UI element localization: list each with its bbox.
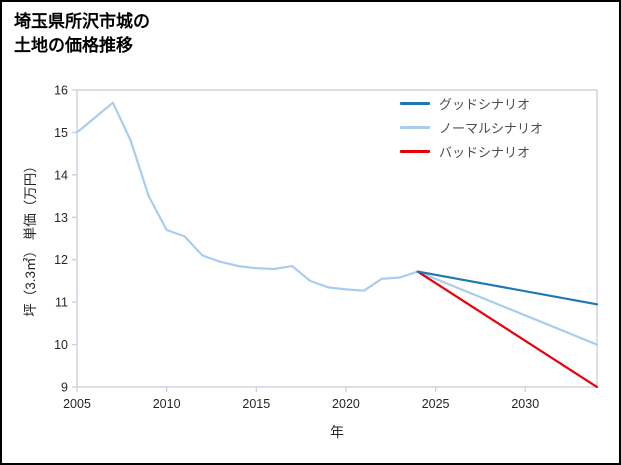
- legend-swatch: [400, 126, 430, 129]
- x-tick-label: 2025: [422, 397, 450, 411]
- series-line-history: [75, 101, 419, 292]
- y-tick-label: 15: [54, 126, 68, 140]
- chart-title-line2: 土地の価格推移: [14, 35, 133, 55]
- legend-item-bad-scenario: バッドシナリオ: [400, 144, 543, 160]
- series-line-bad-scenario: [416, 270, 599, 389]
- legend-item-good-scenario: グッドシナリオ: [400, 96, 543, 112]
- y-axis-label: 坪（3.3㎡） 単価（万円）: [23, 159, 38, 317]
- chart-title-line1: 埼玉県所沢市城の: [14, 12, 150, 31]
- legend-item-normal-scenario: ノーマルシナリオ: [400, 120, 544, 136]
- series-line-normal-scenario: [416, 270, 599, 346]
- y-tick-label: 11: [55, 296, 68, 310]
- y-tick-label: 13: [54, 211, 68, 225]
- x-tick-label: 2010: [153, 397, 181, 411]
- x-tick-label: 2005: [63, 397, 91, 411]
- legend-swatch: [400, 102, 430, 105]
- y-tick-label: 9: [61, 381, 68, 395]
- x-tick-label: 2030: [511, 397, 539, 411]
- y-tick-label: 12: [54, 253, 68, 267]
- y-tick-label: 14: [54, 168, 68, 182]
- legend-label: グッドシナリオ: [439, 97, 531, 112]
- x-tick-label: 2015: [242, 397, 270, 411]
- legend-label: ノーマルシナリオ: [439, 121, 544, 136]
- legend-label: バッドシナリオ: [439, 145, 531, 160]
- series-line-good-scenario: [416, 270, 599, 306]
- y-tick-label: 16: [54, 84, 68, 98]
- legend-swatch: [400, 150, 430, 153]
- chart-title: 埼玉県所沢市城の 土地の価格推移: [14, 10, 150, 58]
- x-tick-label: 2020: [332, 397, 360, 411]
- y-tick-label: 10: [54, 338, 68, 352]
- plot-frame: [76, 89, 598, 388]
- chart-legend: グッドシナリオ ノーマルシナリオ バッドシナリオ: [400, 96, 544, 160]
- x-axis-label: 年: [330, 424, 344, 440]
